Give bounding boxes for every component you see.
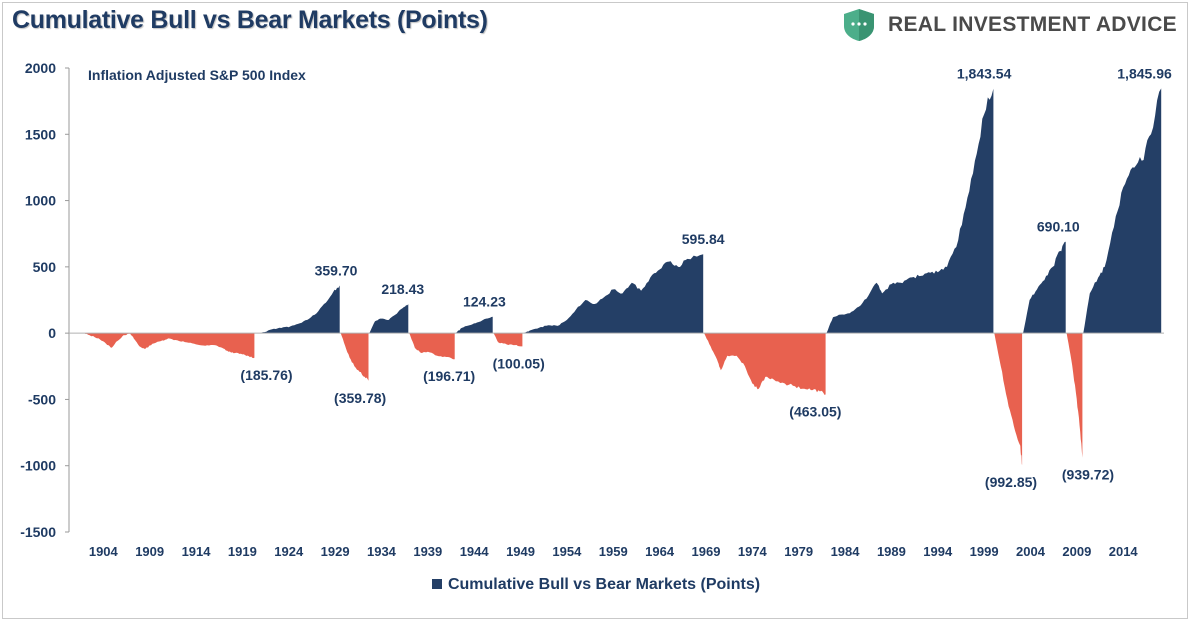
chart-title: Cumulative Bull vs Bear Markets (Points): [12, 6, 488, 34]
data-label: 595.84: [682, 231, 725, 247]
x-tick-label: 1994: [923, 544, 953, 559]
x-tick-label: 1999: [970, 544, 999, 559]
x-tick-label: 1959: [599, 544, 628, 559]
x-tick-label: 2009: [1062, 544, 1091, 559]
x-tick-label: 1909: [135, 544, 164, 559]
bull-market-area: [455, 316, 493, 334]
data-label: 359.70: [315, 262, 358, 278]
x-tick-label: 1934: [367, 544, 397, 559]
bear-market-area: [704, 333, 826, 395]
data-label: (100.05): [493, 355, 545, 371]
data-label: 218.43: [381, 281, 424, 297]
x-tick-label: 1989: [877, 544, 906, 559]
bear-market-area: [493, 333, 523, 347]
x-tick-label: 1979: [784, 544, 813, 559]
data-label: 124.23: [463, 294, 506, 310]
bull-market-area: [260, 285, 340, 334]
y-tick-label: -1500: [20, 524, 56, 540]
x-tick-label: 1904: [89, 544, 119, 559]
brand-name: REAL INVESTMENT ADVICE: [888, 13, 1177, 36]
x-tick-label: 1954: [552, 544, 582, 559]
bear-market-area: [1066, 333, 1083, 458]
data-label: (463.05): [789, 404, 841, 420]
shield-logo-icon: [844, 9, 874, 41]
x-axis-ticks: 1904 1909 1914 1919 1924 1929 1934 1939 1944 1949…: [89, 544, 1139, 559]
y-tick-label: 2000: [25, 60, 56, 76]
x-tick-label: 1949: [506, 544, 535, 559]
x-tick-label: 1939: [413, 544, 442, 559]
x-tick-label: 1924: [274, 544, 304, 559]
legend-label: Cumulative Bull vs Bear Markets (Points): [447, 576, 761, 593]
y-tick-label: 1000: [25, 193, 56, 209]
bear-market-area: [409, 333, 455, 360]
bull-market-area: [1083, 88, 1162, 334]
x-tick-label: 1919: [228, 544, 257, 559]
bull-market-area: [523, 254, 704, 334]
x-tick-label: 1969: [692, 544, 721, 559]
x-tick-label: 1974: [738, 544, 768, 559]
data-label: 690.10: [1037, 219, 1080, 235]
x-tick-label: 1929: [321, 544, 350, 559]
chart-subtitle: Inflation Adjusted S&P 500 Index: [88, 67, 306, 83]
y-axis-ticks: 2000 1500 1000 500 0 -500 -1000 -1500: [20, 60, 69, 540]
data-label: 1,845.96: [1117, 65, 1172, 81]
y-tick-label: 0: [48, 325, 56, 341]
x-tick-label: 2004: [1016, 544, 1046, 559]
x-tick-label: 1984: [831, 544, 861, 559]
data-label: (196.71): [423, 368, 475, 384]
x-tick-label: 2014: [1109, 544, 1139, 559]
bull-market-area: [369, 304, 409, 334]
bull-market-area: [1023, 241, 1066, 334]
y-tick-label: 500: [33, 259, 57, 275]
data-label: (939.72): [1062, 467, 1114, 483]
bear-market-area: [340, 333, 369, 381]
x-tick-label: 1964: [645, 544, 675, 559]
y-tick-label: 1500: [25, 126, 56, 142]
data-annotations: (185.76) 359.70 (359.78) 218.43 (196.71) 124.…: [240, 65, 1172, 489]
legend: Cumulative Bull vs Bear Markets (Points): [0, 576, 1192, 594]
data-label: 1,843.54: [957, 66, 1012, 82]
x-tick-label: 1944: [460, 544, 490, 559]
x-tick-label: 1914: [182, 544, 212, 559]
series-areas: [82, 88, 1162, 465]
bear-market-area: [994, 333, 1023, 465]
data-label: (185.76): [240, 367, 292, 383]
data-label: (359.78): [334, 390, 386, 406]
legend-swatch: [431, 579, 442, 589]
bull-market-area: [826, 88, 994, 334]
data-label: (992.85): [985, 474, 1037, 490]
y-tick-label: -1000: [20, 458, 56, 474]
y-tick-label: -500: [28, 391, 56, 407]
brand-logo: REAL INVESTMENT ADVICE: [842, 8, 1177, 42]
bear-market-area: [82, 333, 255, 359]
